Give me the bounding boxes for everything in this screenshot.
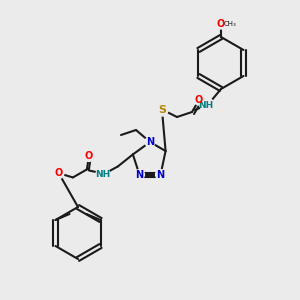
Text: O: O	[217, 19, 225, 29]
Text: S: S	[158, 105, 166, 115]
Text: NH: NH	[198, 100, 214, 109]
Text: O: O	[55, 168, 63, 178]
Circle shape	[54, 168, 64, 178]
Circle shape	[156, 104, 168, 116]
Text: NH: NH	[95, 170, 110, 179]
Circle shape	[96, 167, 110, 182]
Text: CH₃: CH₃	[224, 21, 236, 27]
Circle shape	[84, 152, 94, 161]
Text: N: N	[146, 137, 154, 147]
Text: N: N	[135, 169, 143, 180]
Circle shape	[156, 169, 166, 180]
Text: O: O	[85, 152, 93, 161]
Text: N: N	[157, 169, 165, 180]
Circle shape	[145, 137, 155, 147]
Circle shape	[200, 98, 214, 112]
Circle shape	[216, 19, 226, 29]
Text: O: O	[195, 95, 203, 105]
Circle shape	[134, 169, 144, 180]
Circle shape	[194, 95, 204, 105]
